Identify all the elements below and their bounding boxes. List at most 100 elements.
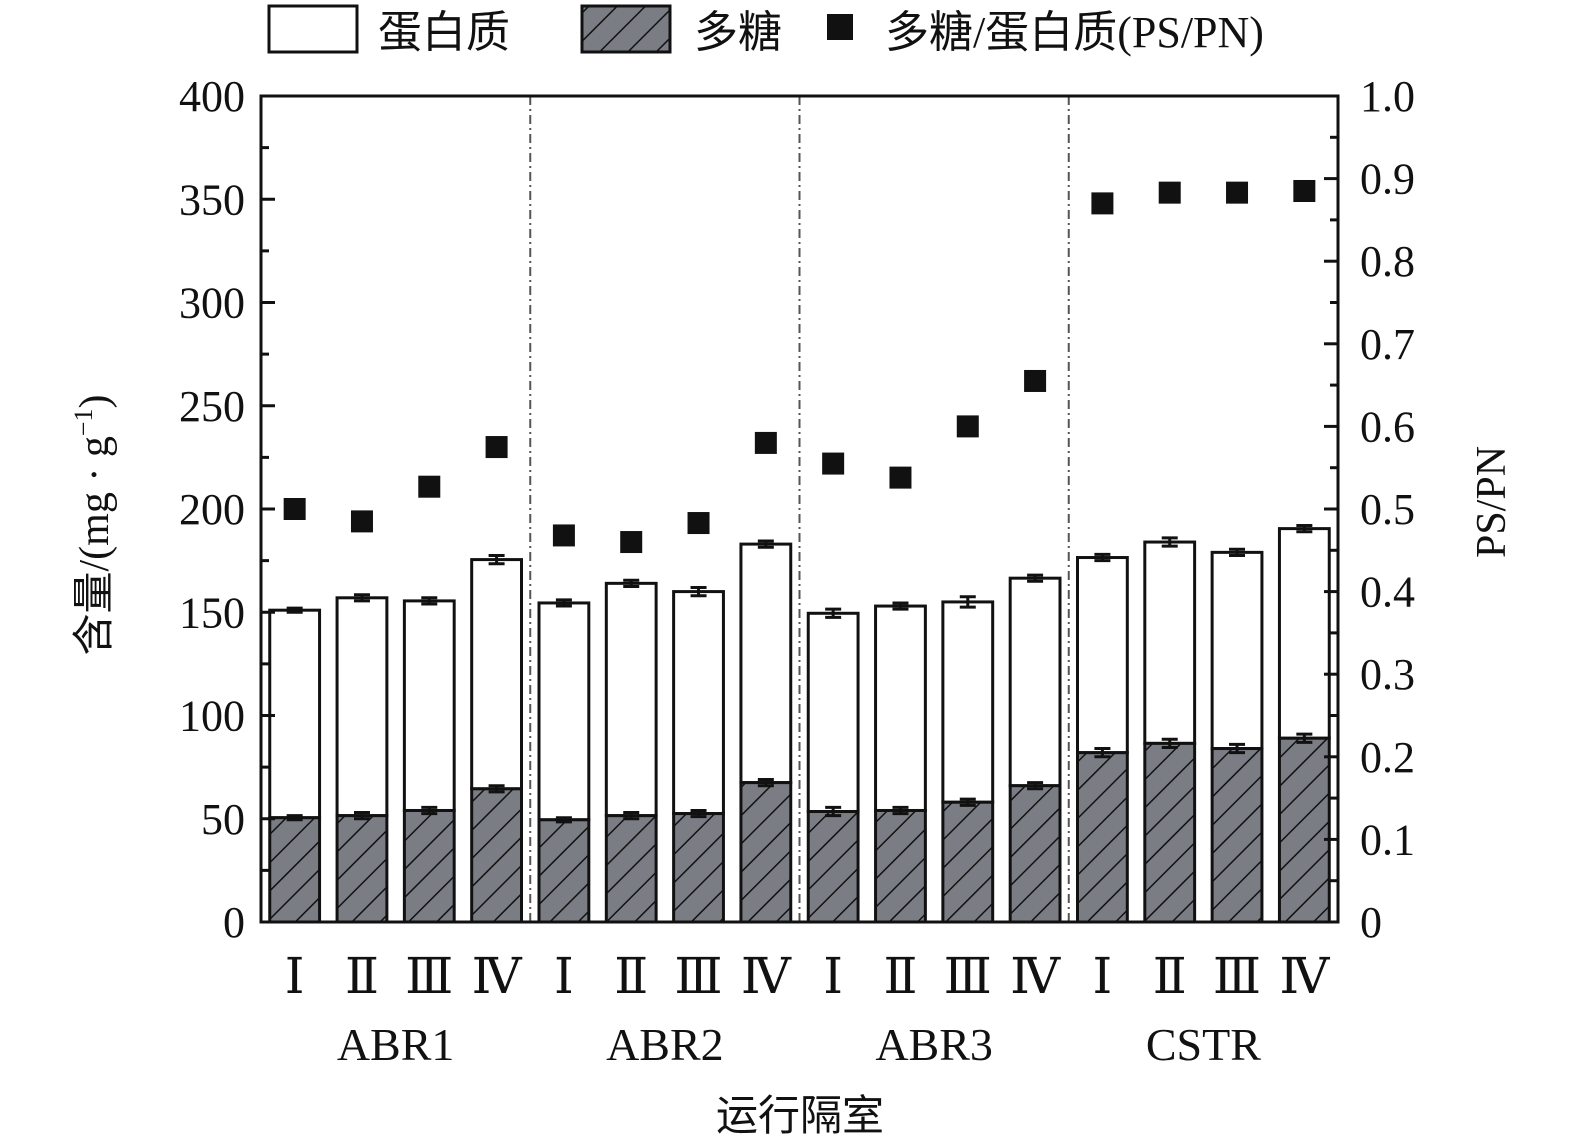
y2-tick-label: 0.6 bbox=[1360, 402, 1415, 451]
polysaccharide-bar bbox=[1143, 741, 1197, 924]
y2-tick-label: 0.4 bbox=[1360, 568, 1415, 617]
protein-bar bbox=[806, 611, 860, 814]
ps-pn-ratio-point bbox=[350, 510, 373, 533]
protein-error-bar bbox=[959, 595, 976, 609]
protein-bar bbox=[1277, 527, 1331, 740]
protein-error-bar bbox=[1161, 536, 1178, 548]
y-tick-label: 150 bbox=[179, 588, 245, 637]
legend-label-polysaccharide: 多糖 bbox=[694, 8, 782, 57]
protein-bar bbox=[537, 601, 591, 822]
y-tick-label: 400 bbox=[179, 72, 245, 121]
y2-tick-label: 0 bbox=[1360, 898, 1382, 947]
ps-pn-ratio-point bbox=[1293, 179, 1316, 202]
polysaccharide-error-bar bbox=[555, 816, 572, 824]
ps-pn-ratio-point bbox=[889, 466, 912, 489]
legend-marker-ratio bbox=[827, 14, 853, 40]
y-axis-title: 含量/(mg · g−1) bbox=[69, 395, 118, 656]
group-dividers bbox=[529, 96, 1070, 922]
x-axis-title: 运行隔室 bbox=[716, 1093, 884, 1140]
y2-tick-label: 0.2 bbox=[1360, 733, 1415, 782]
compartment-label: Ⅱ bbox=[345, 948, 379, 1004]
legend-label-ratio: 多糖/蛋白质(PS/PN) bbox=[885, 8, 1264, 57]
error-bars-layer bbox=[286, 524, 1313, 824]
protein-error-bar bbox=[421, 596, 438, 606]
protein-bar bbox=[1143, 540, 1197, 745]
legend-swatch-polysaccharide bbox=[580, 4, 672, 54]
y2-tick-label: 0.8 bbox=[1360, 237, 1415, 286]
polysaccharide-bar bbox=[537, 818, 591, 924]
y-tick-label: 250 bbox=[179, 382, 245, 431]
ps-pn-ratio-point bbox=[620, 531, 643, 554]
ps-pn-ratio-point bbox=[956, 415, 979, 438]
legend-swatch-protein bbox=[267, 4, 359, 54]
protein-bar bbox=[402, 599, 456, 812]
polysaccharide-error-bar bbox=[1094, 747, 1111, 759]
polysaccharide-bar bbox=[335, 814, 389, 924]
protein-bar bbox=[1076, 556, 1129, 755]
y-tick-label: 0 bbox=[223, 898, 245, 947]
protein-error-bar bbox=[757, 539, 774, 549]
group-label: ABR2 bbox=[606, 1019, 724, 1070]
y-tick-label: 50 bbox=[201, 795, 245, 844]
legend-label-protein: 蛋白质 bbox=[378, 8, 510, 57]
polysaccharide-bar bbox=[1277, 736, 1331, 924]
compartment-label: Ⅳ bbox=[1279, 948, 1330, 1004]
protein-error-bar bbox=[1296, 524, 1313, 534]
compartment-label: Ⅲ bbox=[1213, 948, 1261, 1004]
ps-pn-ratio-point bbox=[1226, 181, 1249, 204]
protein-bar bbox=[1008, 576, 1062, 788]
compartment-label: Ⅲ bbox=[405, 948, 453, 1004]
y2-tick-label: 0.3 bbox=[1360, 650, 1415, 699]
ps-pn-ratio-point bbox=[418, 475, 441, 498]
protein-bar bbox=[268, 608, 322, 820]
y2-tick-label: 0.9 bbox=[1360, 155, 1415, 204]
polysaccharide-bar bbox=[402, 808, 456, 924]
ps-pn-ratio-point bbox=[822, 452, 845, 475]
compartment-label: Ⅳ bbox=[741, 948, 792, 1004]
protein-bar bbox=[1210, 550, 1264, 751]
protein-error-bar bbox=[353, 593, 370, 603]
group-label: ABR1 bbox=[337, 1019, 455, 1070]
polysaccharide-error-bar bbox=[421, 805, 438, 816]
polysaccharide-error-bar bbox=[690, 808, 707, 819]
ps-pn-ratio-point bbox=[687, 512, 710, 535]
polysaccharide-bar bbox=[470, 787, 523, 924]
polysaccharide-error-bar bbox=[1027, 781, 1044, 791]
legend: 蛋白质 多糖 多糖/蛋白质(PS/PN) bbox=[267, 4, 1264, 57]
y-tick-label: 350 bbox=[179, 175, 245, 224]
polysaccharide-error-bar bbox=[959, 797, 976, 807]
left-axis: 0 50 100 150 200 250 300 350 400 bbox=[179, 72, 275, 947]
protein-bar bbox=[604, 581, 658, 818]
polysaccharide-bar bbox=[1210, 747, 1264, 924]
compartment-label: Ⅰ bbox=[823, 948, 843, 1004]
protein-error-bar bbox=[555, 598, 572, 608]
ps-pn-ratio-point bbox=[1091, 192, 1114, 215]
polysaccharide-bar bbox=[941, 800, 995, 924]
protein-error-bar bbox=[1094, 552, 1111, 563]
compartment-label: Ⅳ bbox=[1010, 948, 1061, 1004]
polysaccharide-bar bbox=[1076, 751, 1129, 924]
protein-bar bbox=[874, 604, 927, 812]
protein-error-bar bbox=[690, 585, 707, 598]
bars-layer bbox=[268, 527, 1331, 924]
compartment-label: Ⅰ bbox=[285, 948, 305, 1004]
polysaccharide-bar bbox=[806, 810, 860, 924]
polysaccharide-bar bbox=[672, 812, 725, 924]
y2-tick-label: 0.7 bbox=[1360, 320, 1415, 369]
polysaccharide-bar bbox=[268, 816, 322, 924]
protein-bar bbox=[672, 590, 725, 816]
protein-error-bar bbox=[623, 578, 640, 588]
ratio-points-layer bbox=[283, 179, 1316, 554]
compartment-label: Ⅰ bbox=[1093, 948, 1113, 1004]
compartment-label: Ⅰ bbox=[554, 948, 574, 1004]
compartment-label: Ⅳ bbox=[472, 948, 523, 1004]
ps-pn-ratio-point bbox=[283, 498, 306, 520]
polysaccharide-error-bar bbox=[623, 811, 640, 821]
protein-error-bar bbox=[1027, 573, 1044, 583]
y2-tick-label: 1.0 bbox=[1360, 72, 1415, 121]
protein-bar bbox=[470, 558, 523, 791]
polysaccharide-error-bar bbox=[892, 805, 909, 816]
polysaccharide-bar bbox=[874, 808, 927, 924]
